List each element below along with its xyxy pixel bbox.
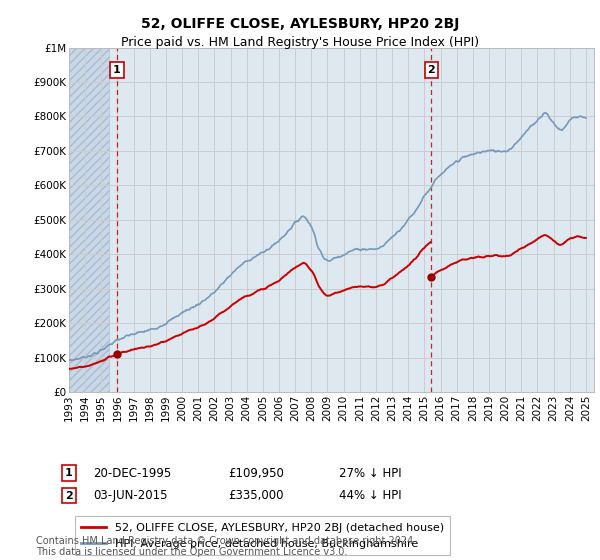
Text: 20-DEC-1995: 20-DEC-1995 [93, 466, 171, 480]
Text: 52, OLIFFE CLOSE, AYLESBURY, HP20 2BJ: 52, OLIFFE CLOSE, AYLESBURY, HP20 2BJ [141, 17, 459, 31]
Text: 2: 2 [427, 65, 435, 75]
Text: 27% ↓ HPI: 27% ↓ HPI [339, 466, 401, 480]
Text: 03-JUN-2015: 03-JUN-2015 [93, 489, 167, 502]
Text: Contains HM Land Registry data © Crown copyright and database right 2024.
This d: Contains HM Land Registry data © Crown c… [36, 535, 416, 557]
Text: 1: 1 [113, 65, 121, 75]
Legend: 52, OLIFFE CLOSE, AYLESBURY, HP20 2BJ (detached house), HPI: Average price, deta: 52, OLIFFE CLOSE, AYLESBURY, HP20 2BJ (d… [74, 516, 451, 556]
Text: £335,000: £335,000 [228, 489, 284, 502]
Text: 1: 1 [65, 468, 73, 478]
Text: 44% ↓ HPI: 44% ↓ HPI [339, 489, 401, 502]
Text: 2: 2 [65, 491, 73, 501]
Text: Price paid vs. HM Land Registry's House Price Index (HPI): Price paid vs. HM Land Registry's House … [121, 36, 479, 49]
Text: £109,950: £109,950 [228, 466, 284, 480]
